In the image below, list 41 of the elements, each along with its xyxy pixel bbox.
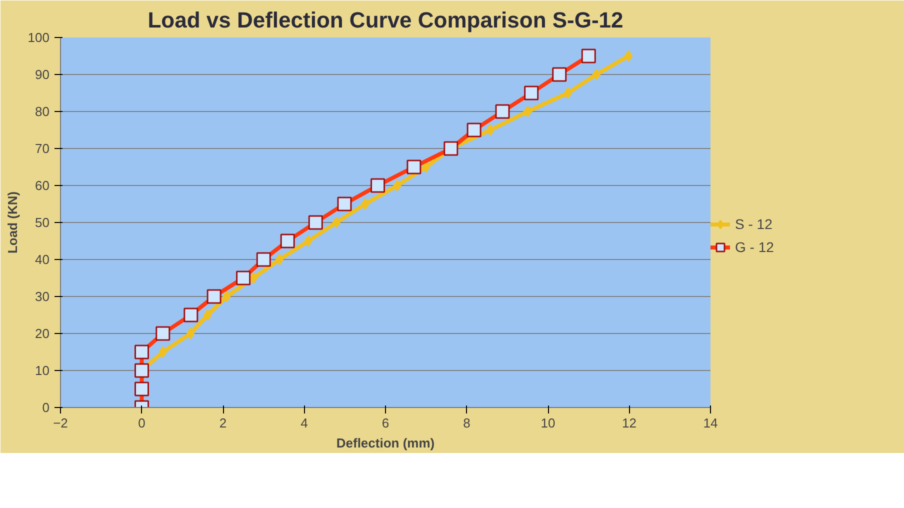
point xyxy=(304,235,312,247)
x-tick-label: 6 xyxy=(382,416,390,430)
y-tick-label: 30 xyxy=(35,289,50,304)
x-tick-label: −2 xyxy=(53,416,68,430)
y-tick-label: 10 xyxy=(35,363,50,378)
point xyxy=(486,124,494,136)
point xyxy=(203,309,212,321)
x-axis-title: Deflection (mm) xyxy=(336,436,435,450)
point xyxy=(393,180,402,192)
point xyxy=(592,68,600,80)
legend-label: S - 12 xyxy=(735,216,772,232)
point xyxy=(332,216,340,228)
point xyxy=(275,254,284,266)
x-tick-label: 10 xyxy=(540,416,556,430)
y-tick-label: 100 xyxy=(28,30,50,45)
y-tick-label: 90 xyxy=(35,67,50,82)
y-tick-label: 70 xyxy=(35,141,50,156)
y-tick-label: 0 xyxy=(42,400,50,415)
x-tick-label: 4 xyxy=(300,416,308,430)
x-tick-label: 14 xyxy=(703,416,718,430)
y-tick-label: 80 xyxy=(35,104,50,119)
y-tick-label: 50 xyxy=(35,215,50,230)
point xyxy=(524,106,532,118)
y-axis-title: Load (KN) xyxy=(4,191,20,254)
y-tick-label: 40 xyxy=(35,252,50,267)
point xyxy=(564,87,572,99)
x-tick-label: 2 xyxy=(219,416,227,430)
point xyxy=(222,290,231,302)
point xyxy=(624,50,633,62)
point xyxy=(361,198,370,210)
x-tick-label: 12 xyxy=(622,416,636,430)
point xyxy=(422,161,430,173)
point xyxy=(186,328,195,340)
point xyxy=(249,272,258,284)
chart-title: Load vs Deflection Curve Comparison S-G-12 xyxy=(148,8,624,32)
x-tick-label: 8 xyxy=(463,416,470,430)
point xyxy=(158,346,167,358)
y-tick-label: 20 xyxy=(35,326,50,341)
x-tick-label: 0 xyxy=(138,416,146,430)
y-tick-label: 60 xyxy=(35,178,50,193)
legend-label: G - 12 xyxy=(735,239,774,255)
